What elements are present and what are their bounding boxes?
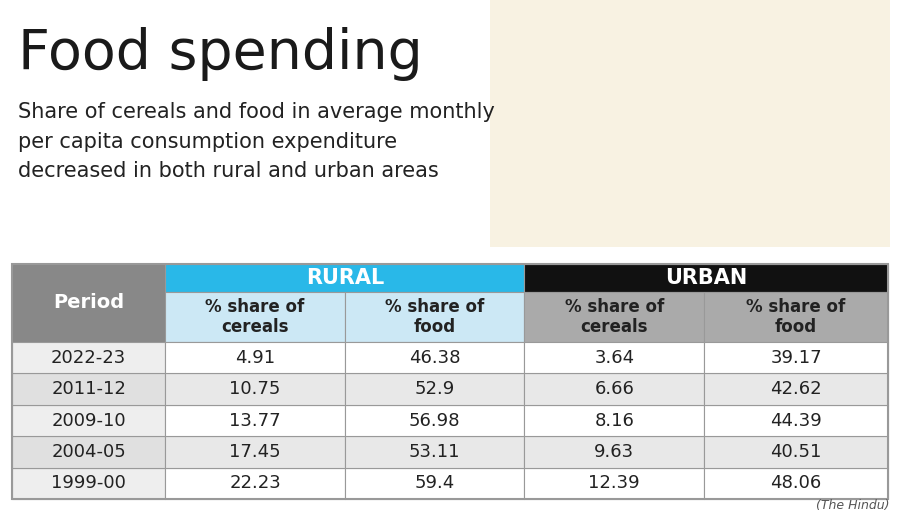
Text: Period: Period [53,294,124,312]
Bar [12,264,166,342]
Text: 4.91: 4.91 [235,348,275,367]
Text: 40.51: 40.51 [770,443,822,461]
Bar [12,405,166,436]
Bar [166,405,345,436]
Text: 13.77: 13.77 [230,412,281,430]
Bar [12,264,888,499]
Text: 6.66: 6.66 [594,380,634,398]
Bar [704,292,888,342]
Text: 39.17: 39.17 [770,348,822,367]
Text: % share of
food: % share of food [385,298,484,337]
Text: % share of
cereals: % share of cereals [205,298,305,337]
Text: 56.98: 56.98 [409,412,461,430]
Bar [166,342,345,373]
Text: 1999-00: 1999-00 [51,474,126,492]
Text: 44.39: 44.39 [770,412,822,430]
Text: 10.75: 10.75 [230,380,281,398]
Bar [525,436,704,467]
Text: 46.38: 46.38 [409,348,461,367]
Text: 2022-23: 2022-23 [51,348,126,367]
Bar [704,373,888,405]
Text: 2011-12: 2011-12 [51,380,126,398]
Text: RURAL: RURAL [306,268,384,288]
Text: 9.63: 9.63 [594,443,634,461]
Text: Share of cereals and food in average monthly
per capita consumption expenditure
: Share of cereals and food in average mon… [18,102,495,181]
Bar [166,264,525,292]
Text: Food spending: Food spending [18,27,423,81]
Text: 2009-10: 2009-10 [51,412,126,430]
Text: 17.45: 17.45 [230,443,281,461]
Bar [490,0,890,247]
Bar [704,436,888,467]
Bar [12,373,166,405]
Bar [166,467,345,499]
Text: 8.16: 8.16 [594,412,634,430]
Text: URBAN: URBAN [665,268,747,288]
Bar [345,292,525,342]
Text: 42.62: 42.62 [770,380,822,398]
Bar [345,342,525,373]
Bar [704,342,888,373]
Text: (The Hindu): (The Hindu) [816,499,890,512]
Bar [345,405,525,436]
Text: % share of
cereals: % share of cereals [564,298,664,337]
Bar [525,342,704,373]
Bar [166,292,345,342]
Bar [12,436,166,467]
Bar [525,467,704,499]
Bar [704,405,888,436]
Bar [166,373,345,405]
Text: 52.9: 52.9 [415,380,454,398]
Bar [345,467,525,499]
Bar [345,436,525,467]
Bar [525,264,888,292]
Text: % share of
food: % share of food [746,298,846,337]
Text: 22.23: 22.23 [230,474,281,492]
Bar [704,467,888,499]
Text: 12.39: 12.39 [589,474,640,492]
Bar [166,436,345,467]
Text: 48.06: 48.06 [770,474,822,492]
Bar [12,342,166,373]
Bar [12,467,166,499]
Text: 3.64: 3.64 [594,348,634,367]
Bar [525,373,704,405]
Bar [525,405,704,436]
Text: 53.11: 53.11 [409,443,461,461]
Bar [345,373,525,405]
Text: 59.4: 59.4 [415,474,454,492]
Bar [525,292,704,342]
Text: 2004-05: 2004-05 [51,443,126,461]
